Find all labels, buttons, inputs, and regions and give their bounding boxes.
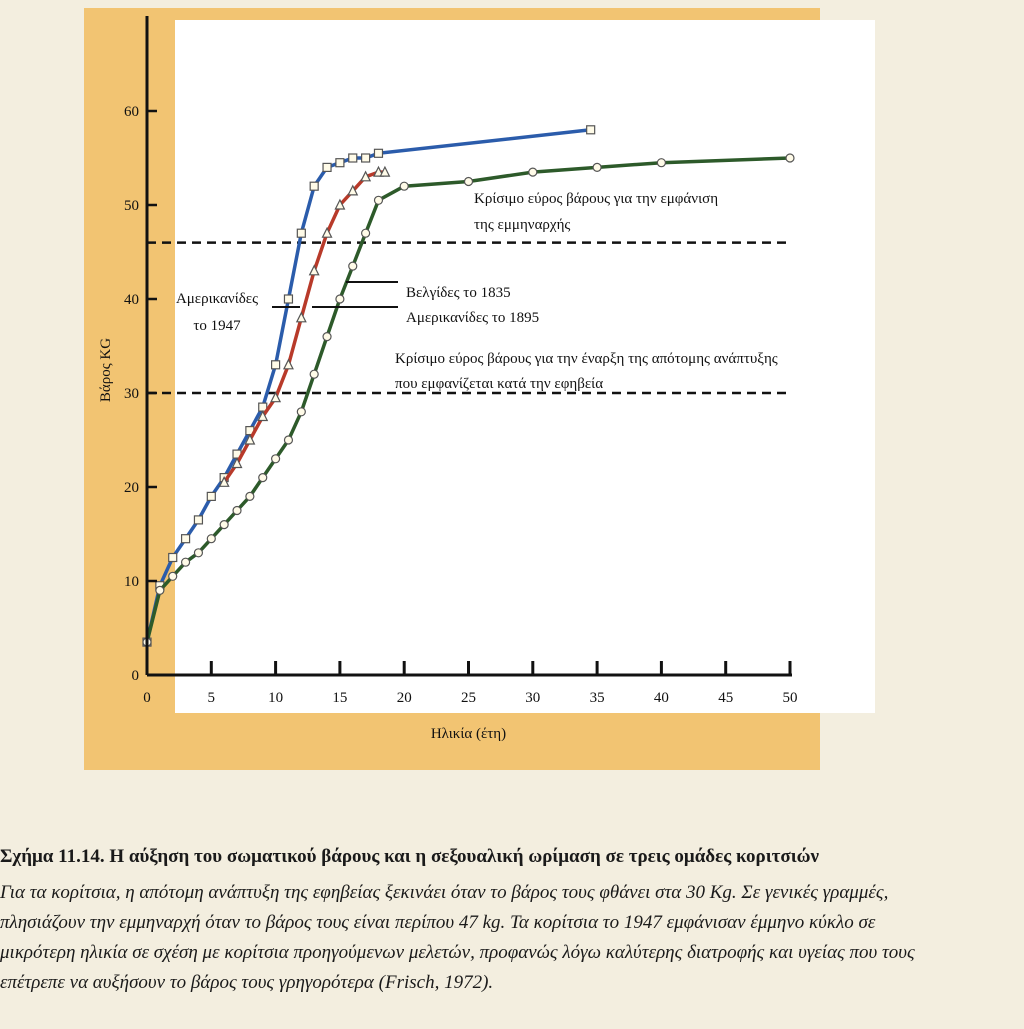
weight-chart: 0 5 10 15 20 25 30 35 40 45 50 0 10 20 30 40 50 60 Ηλικία …: [98, 16, 798, 742]
series-2-point: [309, 369, 319, 379]
x-tick-label: 25: [461, 690, 476, 706]
reference-growth-label-line1: Κρίσιμο εύρος βάρους για την έναρξη της …: [395, 351, 778, 367]
series-0-point: [283, 294, 294, 304]
caption-line: επέτρεπε να αυξήσουν το βάρος τους γρηγο…: [0, 972, 494, 993]
series-1-point: [244, 433, 256, 445]
x-tick-label: 40: [654, 690, 669, 706]
annotation-american-1947-line1: Αμερικανίδες: [176, 291, 258, 307]
series-2-point: [219, 519, 229, 530]
reference-lines: [147, 241, 790, 395]
series-2-point: [271, 454, 281, 464]
series-2-point: [348, 261, 358, 271]
series-0-point: [322, 162, 332, 172]
y-tick-label: 0: [132, 668, 140, 684]
series-2-point: [245, 491, 255, 501]
series-1-point: [347, 184, 359, 196]
series-2-point: [168, 571, 178, 581]
series-lines: [142, 125, 795, 647]
y-tick-label: 10: [124, 574, 139, 590]
x-tick-label: 45: [718, 690, 733, 706]
series-1-point: [373, 165, 384, 177]
series-2-point: [283, 435, 294, 445]
series-1-point: [308, 264, 320, 276]
series-line-2: [145, 156, 792, 644]
series-1-point: [321, 226, 333, 238]
series-2-point: [656, 158, 667, 168]
series-2-point: [373, 195, 384, 205]
annotation-american-1947-line2: το 1947: [193, 318, 241, 334]
series-2-point: [592, 162, 602, 172]
series-0-point: [373, 148, 384, 158]
x-tick-label: 0: [143, 690, 151, 706]
series-0-point: [180, 534, 191, 544]
x-tick-label: 30: [525, 690, 540, 706]
caption-title: Σχήμα 11.14. Η αύξηση του σωματικού βάρο…: [0, 846, 819, 867]
y-tick-label: 40: [124, 292, 139, 308]
series-1-point: [270, 391, 282, 403]
series-2-point: [399, 181, 409, 191]
series-2-point: [361, 228, 371, 238]
caption-line: μικρότερη ηλικία σε σχέση με κορίτσια πρ…: [0, 942, 915, 963]
series-2-point: [258, 473, 268, 483]
y-tick-label: 60: [124, 104, 139, 120]
series-2-point: [463, 176, 474, 187]
series-0-point: [271, 360, 281, 370]
series-1-point: [218, 475, 230, 487]
reference-menarche-label-line2: της εμμηναρχής: [474, 217, 570, 233]
caption-body: Για τα κορίτσια, η απότομη ανάπτυξη της …: [0, 878, 1024, 998]
reference-growth-label-line2: που εμφανίζεται κατά την εφηβεία: [395, 376, 603, 392]
x-tick-label: 35: [590, 690, 605, 706]
y-tick-label: 20: [124, 480, 139, 496]
annotations: Αμερικανίδες το 1947 Βελγίδες το 1835 Αμ…: [176, 191, 778, 392]
annotation-belgian-1835: Βελγίδες το 1835: [406, 285, 511, 301]
series-1-point: [295, 311, 307, 323]
series-1-point: [257, 410, 269, 422]
axes: 0 5 10 15 20 25 30 35 40 45 50 0 10 20 30 40 50 60 Ηλικία …: [98, 16, 798, 742]
series-2-point: [528, 167, 538, 177]
series-0-point: [168, 552, 178, 563]
series-1-point: [334, 198, 346, 210]
x-axis-label: Ηλικία (έτη): [431, 726, 506, 742]
x-tick-label: 5: [208, 690, 216, 706]
series-0-point: [586, 125, 596, 135]
series-2-point: [785, 153, 795, 163]
x-tick-label: 50: [783, 690, 798, 706]
series-2-point: [155, 585, 165, 596]
series-2-point: [232, 505, 242, 516]
series-2-point: [193, 548, 204, 558]
series-0-point: [361, 153, 371, 163]
series-1-point: [360, 170, 372, 182]
series-1-point: [282, 358, 294, 370]
series-0-point: [193, 515, 204, 525]
y-axis-label: Βάρος KG: [98, 338, 114, 402]
x-tick-label: 20: [397, 690, 412, 706]
series-0-point: [348, 153, 358, 163]
y-tick-label: 30: [124, 386, 139, 402]
y-tick-label: 50: [124, 198, 139, 214]
reference-menarche-label-line1: Κρίσιμο εύρος βάρους για την εμφάνιση: [474, 191, 718, 207]
caption-line: πλησιάζουν την εμμηναρχή όταν το βάρος τ…: [0, 912, 876, 933]
series-2-point: [335, 294, 345, 304]
series-2-point: [180, 557, 191, 567]
series-2-point: [322, 332, 332, 342]
annotation-american-1895: Αμερικανίδες το 1895: [406, 310, 539, 326]
series-0-point: [296, 228, 306, 238]
x-tick-label: 10: [268, 690, 283, 706]
series-0-point: [335, 158, 345, 168]
series-1-point: [379, 165, 391, 177]
series-0-point: [309, 181, 319, 191]
series-2-point: [206, 534, 216, 544]
series-2-point: [296, 407, 306, 417]
series-1-point: [231, 457, 243, 469]
x-tick-label: 15: [332, 690, 347, 706]
series-0-point: [206, 491, 216, 501]
caption-line: Για τα κορίτσια, η απότομη ανάπτυξη της …: [0, 882, 889, 903]
